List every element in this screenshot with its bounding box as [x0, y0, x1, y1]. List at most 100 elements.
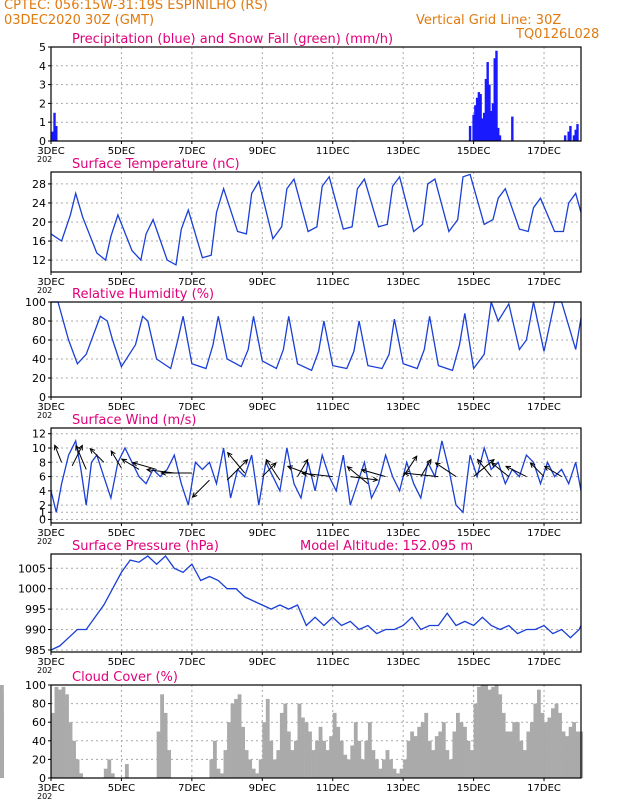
wind-arrow-head: [360, 468, 367, 474]
wind-arrow: [226, 459, 248, 481]
panel2-title: Relative Humidity (%): [72, 287, 214, 302]
cloud-bar: [272, 759, 277, 778]
cloud-bar: [477, 686, 481, 778]
precip-bar: [489, 110, 493, 141]
wind-arrow: [287, 465, 316, 478]
cloud-bar: [68, 722, 73, 778]
wind-arrow-head: [110, 450, 116, 457]
panel1-ytick-label: 12: [32, 254, 46, 267]
wind-arrow: [505, 465, 527, 478]
panel4-xtick-label: 13DEC: [386, 657, 420, 668]
wind-arrow: [404, 472, 439, 478]
cloud-bar: [248, 759, 253, 778]
cloud-bar: [568, 726, 573, 778]
panel2-ytick-label: 60: [32, 334, 46, 347]
panel0-xtick-label: 5DEC: [108, 146, 135, 157]
cloud-bar: [371, 750, 376, 778]
panel3-year-stub: 202: [37, 537, 52, 546]
panel2-xtick-label: 15DEC: [457, 402, 491, 413]
panel3-ytick-label: 1: [39, 506, 46, 519]
panel2-series-line: [51, 301, 582, 372]
precip-bar: [511, 116, 514, 141]
panel2-xtick-label: 13DEC: [386, 402, 420, 413]
cloud-bar: [75, 759, 80, 778]
cloud-bar: [329, 736, 334, 778]
panel4-ytick-label: 1000: [18, 583, 46, 596]
panel0-ytick-label: 5: [39, 41, 46, 54]
panel1-series-line: [50, 173, 582, 266]
precip-bar: [51, 131, 54, 141]
cloud-bar: [438, 731, 443, 778]
header-station: CPTEC: 056:15W-31:19S ESPINILHO (RS): [4, 0, 268, 13]
cloud-bar: [487, 689, 492, 778]
cloud-bar: [346, 759, 351, 778]
panel1-xtick-label: 3DEC: [37, 277, 64, 288]
cloud-bar: [551, 708, 555, 778]
cloud-bar: [431, 750, 436, 778]
wind-arrow: [350, 476, 378, 481]
wind-arrow-head: [89, 447, 96, 454]
cloud-bar: [160, 694, 164, 778]
cloud-bar: [103, 768, 108, 778]
panel5-ytick-label: 100: [25, 679, 46, 692]
panel3-xtick-label: 11DEC: [316, 528, 350, 539]
wind-arrow: [146, 469, 175, 474]
panel1-xtick-label: 7DEC: [178, 277, 205, 288]
panel1-xtick-label: 17DEC: [527, 277, 561, 288]
cloud-bar: [230, 703, 235, 778]
panel3-xtick-label: 9DEC: [249, 528, 276, 539]
wind-arrow: [302, 472, 333, 478]
panel5-ytick-label: 20: [32, 753, 46, 766]
cloud-bar: [220, 773, 224, 778]
cloud-bar: [455, 712, 460, 778]
panel4-ytick-label: 985: [25, 644, 46, 657]
cloud-bar: [325, 750, 330, 778]
cloud-bar: [448, 759, 453, 778]
cloud-bar: [529, 722, 534, 778]
precip-bar: [572, 135, 576, 141]
panel4-xtick-label: 17DEC: [527, 657, 561, 668]
wind-arrow-head: [303, 458, 309, 465]
wind-arrow-head: [145, 467, 152, 473]
cloud-bar: [505, 731, 510, 778]
panel0-year-stub: 202: [37, 155, 52, 164]
wind-arrow-head: [346, 465, 353, 472]
panel1-year-stub: 202: [37, 286, 52, 295]
panel2-xtick-label: 3DEC: [37, 402, 64, 413]
wind-arrow-head: [265, 458, 271, 465]
cloud-bar: [399, 768, 404, 778]
panel5-title: Cloud Cover (%): [72, 670, 178, 685]
precip-bar: [53, 112, 56, 141]
panel2-frame: [50, 301, 582, 398]
wind-arrow-head: [121, 458, 128, 464]
cloud-bar: [459, 722, 464, 778]
panel3-title: Surface Wind (m/s): [72, 413, 196, 428]
wind-arrow-head: [131, 461, 138, 467]
panel2-xtick-label: 7DEC: [178, 402, 205, 413]
wind-arrow: [261, 462, 277, 477]
cloud-bar: [61, 686, 66, 778]
cloud-bar: [385, 750, 390, 778]
panel2-xtick-label: 17DEC: [527, 402, 561, 413]
wind-arrow: [192, 479, 210, 498]
wind-arrow-head: [300, 471, 308, 477]
panel3-xtick-label: 3DEC: [37, 528, 64, 539]
panel0-xtick-label: 3DEC: [37, 146, 64, 157]
wind-arrow: [265, 459, 281, 481]
cloud-bar: [65, 694, 69, 778]
cloud-bar: [276, 750, 281, 778]
wind-arrow: [121, 458, 140, 470]
wind-arrow-head: [191, 492, 198, 498]
cloud-bar: [427, 740, 432, 778]
panel5-xtick-label: 13DEC: [386, 783, 420, 794]
cloud-bar: [255, 773, 260, 778]
cloud-bar: [283, 703, 288, 778]
panel4-xtick-label: 3DEC: [37, 657, 64, 668]
panel0-xtick-label: 9DEC: [249, 146, 276, 157]
panel5-year-stub: 202: [37, 792, 52, 800]
wind-arrow-head: [242, 458, 249, 465]
cloud-bar: [494, 685, 499, 778]
cloud-bar: [54, 686, 59, 778]
precip-bar: [495, 50, 498, 142]
panel3-ytick-label: 6: [39, 471, 46, 484]
